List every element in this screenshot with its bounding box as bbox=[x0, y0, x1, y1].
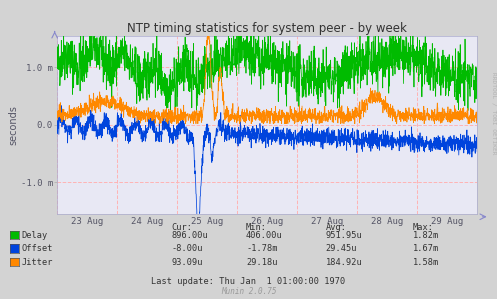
Text: Delay: Delay bbox=[21, 231, 48, 240]
Text: -8.00u: -8.00u bbox=[171, 244, 203, 253]
Text: Min:: Min: bbox=[246, 223, 267, 232]
Text: -1.78m: -1.78m bbox=[246, 244, 277, 253]
Text: 896.00u: 896.00u bbox=[171, 231, 208, 240]
Text: 1.82m: 1.82m bbox=[413, 231, 439, 240]
Text: Cur:: Cur: bbox=[171, 223, 192, 232]
Text: 93.09u: 93.09u bbox=[171, 258, 203, 267]
Y-axis label: seconds: seconds bbox=[8, 105, 18, 145]
Text: 1.58m: 1.58m bbox=[413, 258, 439, 267]
Text: 184.92u: 184.92u bbox=[326, 258, 362, 267]
Text: Last update: Thu Jan  1 01:00:00 1970: Last update: Thu Jan 1 01:00:00 1970 bbox=[152, 277, 345, 286]
Text: Jitter: Jitter bbox=[21, 258, 53, 267]
Text: 29.18u: 29.18u bbox=[246, 258, 277, 267]
Title: NTP timing statistics for system peer - by week: NTP timing statistics for system peer - … bbox=[127, 22, 407, 35]
Text: 406.00u: 406.00u bbox=[246, 231, 283, 240]
Text: Max:: Max: bbox=[413, 223, 433, 232]
Text: 951.95u: 951.95u bbox=[326, 231, 362, 240]
Text: Avg:: Avg: bbox=[326, 223, 346, 232]
Text: RRDTOOL / TOBI OETIKER: RRDTOOL / TOBI OETIKER bbox=[491, 72, 496, 155]
Text: Offset: Offset bbox=[21, 244, 53, 253]
Text: Munin 2.0.75: Munin 2.0.75 bbox=[221, 287, 276, 296]
Text: 29.45u: 29.45u bbox=[326, 244, 357, 253]
Text: 1.67m: 1.67m bbox=[413, 244, 439, 253]
